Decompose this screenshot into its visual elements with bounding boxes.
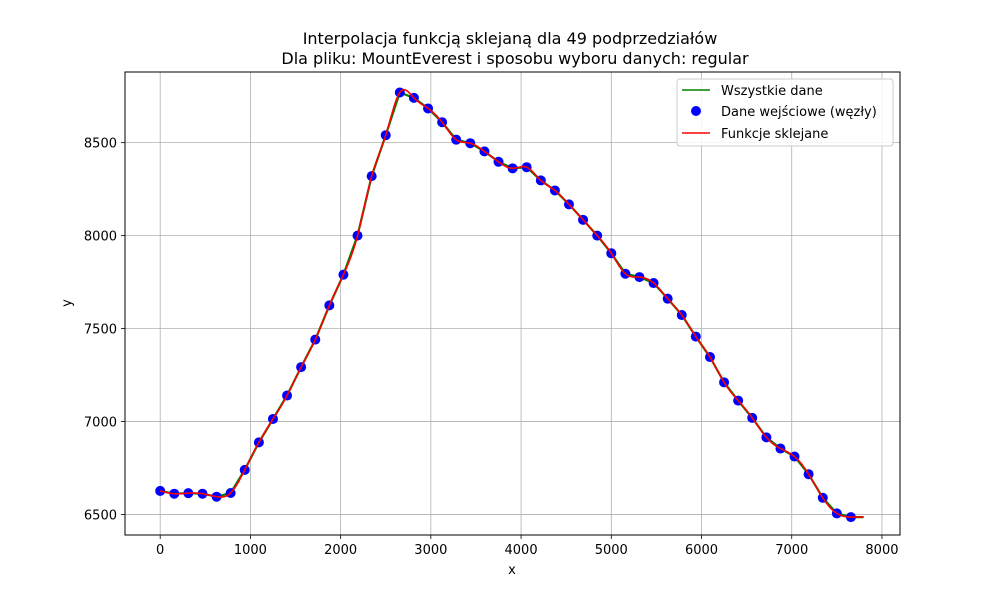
x-tick-label: 7000 bbox=[775, 543, 808, 558]
x-tick-label: 8000 bbox=[865, 543, 898, 558]
plot-area bbox=[155, 87, 864, 523]
legend-box bbox=[676, 78, 894, 147]
chart-subtitle: Dla pliku: MountEverest i sposobu wyboru… bbox=[281, 49, 749, 68]
legend-label-all-data: Wszystkie dane bbox=[721, 84, 823, 99]
axis-ticks: 0 1000 2000 3000 4000 5000 6000 7000 8000 6500 700… bbox=[84, 137, 899, 558]
y-tick-label: 7500 bbox=[84, 323, 117, 338]
series-line-spline bbox=[160, 88, 864, 518]
data-point bbox=[155, 485, 166, 496]
axes-frame bbox=[124, 71, 901, 536]
legend-label-nodes: Dane wejściowe (węzły) bbox=[721, 105, 877, 120]
legend-swatch-nodes bbox=[691, 106, 701, 116]
grid-lines bbox=[125, 72, 900, 535]
x-axis-label: x bbox=[508, 563, 516, 578]
y-tick-label: 8000 bbox=[84, 230, 117, 245]
y-tick-label: 7000 bbox=[84, 416, 117, 431]
x-tick-label: 5000 bbox=[595, 543, 628, 558]
x-tick-label: 0 bbox=[156, 543, 164, 558]
y-tick-label: 6500 bbox=[84, 509, 117, 524]
y-tick-label: 8500 bbox=[84, 137, 117, 152]
x-tick-label: 3000 bbox=[414, 543, 447, 558]
x-tick-label: 1000 bbox=[234, 543, 267, 558]
x-tick-label: 4000 bbox=[505, 543, 538, 558]
chart-title: Interpolacja funkcją sklejaną dla 49 pod… bbox=[303, 29, 718, 48]
x-tick-label: 2000 bbox=[324, 543, 357, 558]
legend-label-spline: Funkcje sklejane bbox=[721, 127, 828, 142]
legend: Wszystkie dane Dane wejściowe (węzły) Fu… bbox=[676, 78, 894, 147]
x-tick-label: 6000 bbox=[685, 543, 718, 558]
y-axis-label: y bbox=[60, 299, 75, 307]
